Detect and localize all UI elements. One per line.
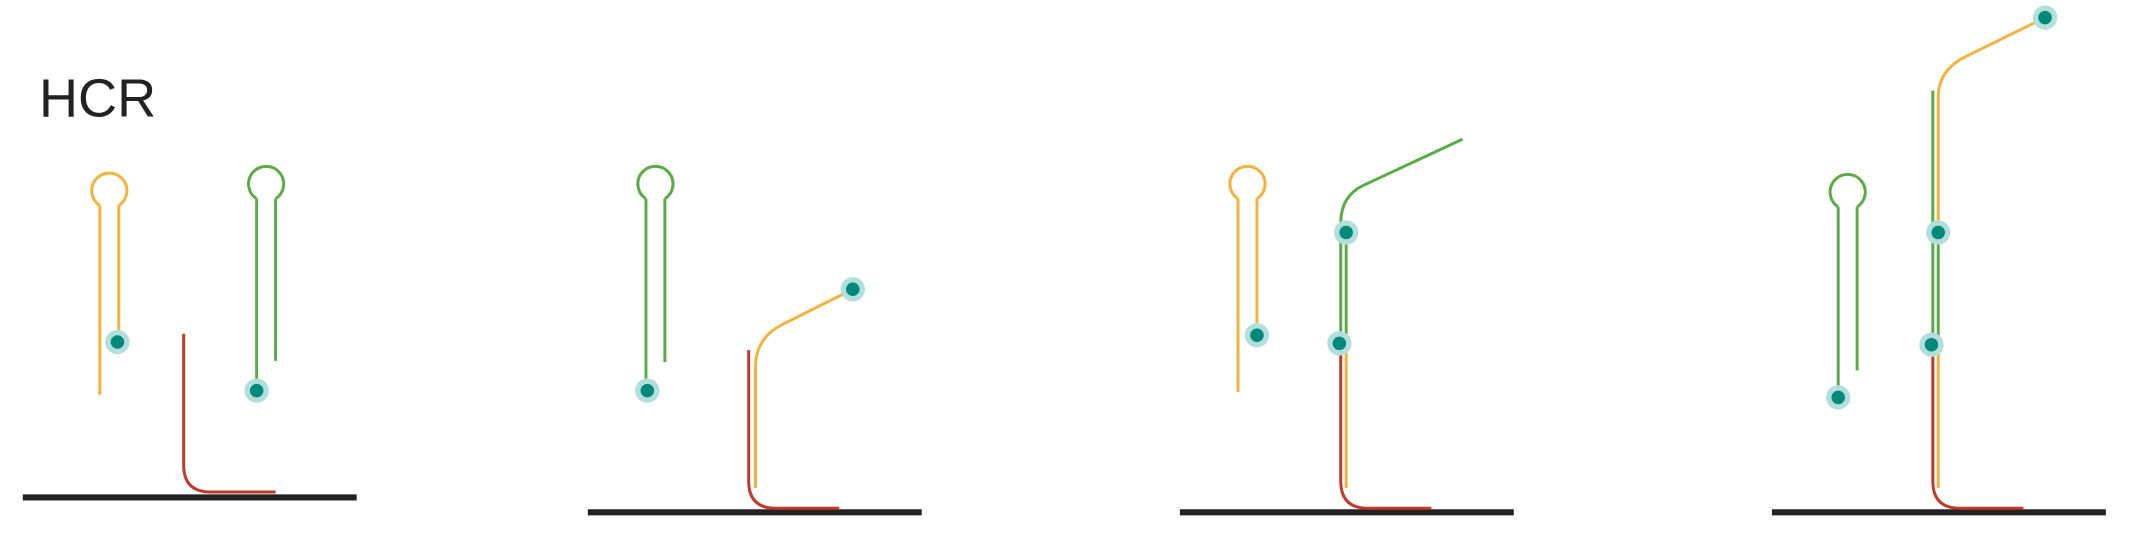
opened-hairpin — [1936, 16, 2046, 221]
fluorophore — [1327, 331, 1352, 356]
initiator — [747, 350, 840, 510]
fluorophore — [635, 378, 660, 403]
hairpin-loop — [1828, 172, 1867, 209]
fluorophore — [105, 329, 130, 355]
title: HCR — [39, 68, 156, 128]
fluorophore — [1334, 220, 1359, 245]
panel-4 — [1771, 5, 2106, 516]
initiator — [182, 333, 276, 494]
fluorophore — [1926, 220, 1951, 245]
panel-3 — [1179, 137, 1514, 516]
fluorophore — [2032, 5, 2058, 30]
panel-1 — [22, 164, 357, 501]
hairpin-loop — [247, 164, 286, 200]
initiator — [1931, 350, 2024, 510]
opened-hairpin — [1339, 137, 1464, 344]
fluorophore — [1919, 332, 1944, 357]
hairpin-loop — [90, 171, 129, 207]
hairpin-loop — [636, 164, 675, 200]
initiator — [1339, 350, 1432, 510]
hairpin-loop — [1228, 164, 1267, 200]
panel-2 — [587, 164, 922, 516]
fluorophore — [1244, 323, 1270, 348]
opened-hairpin — [753, 287, 854, 488]
fluorophore — [1826, 385, 1851, 410]
fluorophore — [244, 378, 269, 403]
fluorophore — [840, 277, 865, 302]
